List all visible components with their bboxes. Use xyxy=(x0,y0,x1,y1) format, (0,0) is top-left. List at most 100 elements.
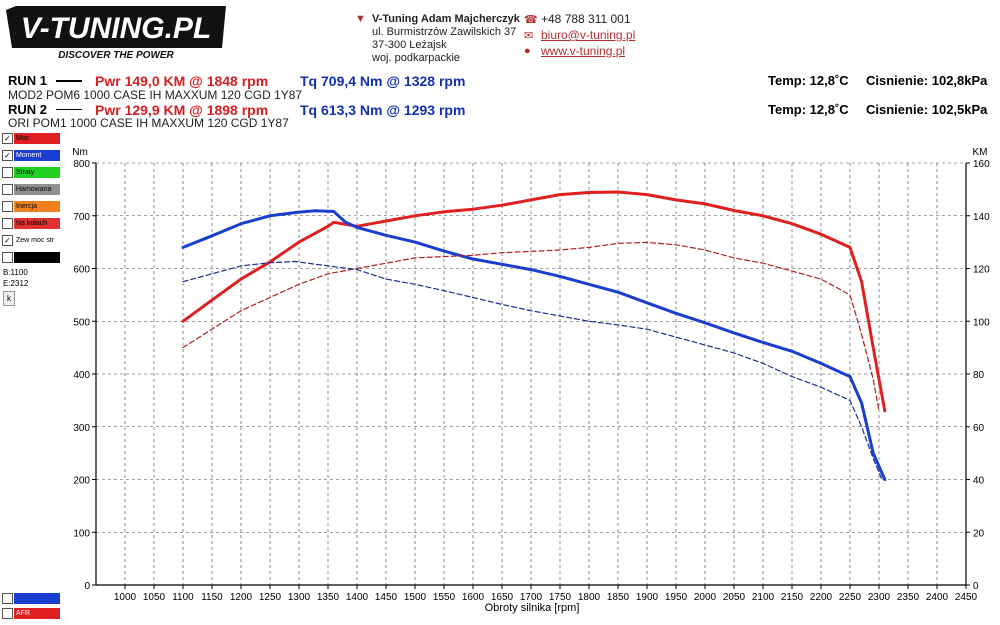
run1-temp: Temp: 12,8˚C xyxy=(768,73,849,88)
series-line-1 xyxy=(181,209,887,481)
website-link[interactable]: www.v-tuning.pl xyxy=(541,44,626,58)
x-axis-label: Obroty silnika [rpm] xyxy=(485,602,580,614)
x-tick-label: 1950 xyxy=(665,592,688,603)
run2-label: RUN 2 xyxy=(8,102,48,117)
x-tick-label: 1050 xyxy=(143,592,166,603)
address-city: 37-300 Leżajsk xyxy=(372,39,447,51)
legend-swatch: Hamowana xyxy=(14,184,60,195)
legend-item[interactable]: Inercja xyxy=(2,201,60,212)
legend-swatch: Moc xyxy=(14,133,60,144)
y-left-tick-label: 400 xyxy=(73,370,90,381)
y-right-tick-label: 100 xyxy=(973,317,990,328)
legend-item[interactable]: Hamowana xyxy=(2,184,60,195)
legend-swatch: Moment xyxy=(14,150,60,161)
legend-checkbox[interactable] xyxy=(2,252,13,263)
x-tick-label: 1500 xyxy=(404,592,427,603)
x-tick-label: 1700 xyxy=(520,592,543,603)
chart-grid xyxy=(96,162,967,585)
x-tick-label: 1900 xyxy=(636,592,659,603)
run1-label: RUN 1 xyxy=(8,73,48,88)
legend-item[interactable]: ✓ Moc xyxy=(2,133,60,144)
y-left-tick-label: 100 xyxy=(73,528,90,539)
x-tick-label: 1750 xyxy=(549,592,572,603)
chart-series xyxy=(181,190,887,481)
contact-address: V-Tuning Adam Majcherczyk ul. Burmistrzó… xyxy=(372,13,520,65)
x-tick-label: 1850 xyxy=(607,592,630,603)
phone-number: +48 788 311 001 xyxy=(541,12,631,26)
globe-icon: ● xyxy=(524,45,531,57)
legend-checkbox[interactable] xyxy=(2,167,13,178)
y-right-tick-label: 80 xyxy=(973,370,985,381)
y-right-tick-label: 60 xyxy=(973,423,985,434)
x-tick-label: 2100 xyxy=(752,592,775,603)
address-street: ul. Burmistrzów Zawilskich 37 xyxy=(372,26,517,38)
legend-swatch: Straty xyxy=(14,167,60,178)
run2-temp: Temp: 12,8˚C xyxy=(768,102,849,117)
x-tick-label: 2000 xyxy=(694,592,717,603)
x-tick-label: 2300 xyxy=(868,592,891,603)
legend-checkbox[interactable] xyxy=(2,593,13,604)
x-tick-label: 1350 xyxy=(317,592,340,603)
legend-swatch: Zew moc str xyxy=(14,235,60,246)
y-right-tick-label: 40 xyxy=(973,476,985,487)
y-right-tick-label: 120 xyxy=(973,265,990,276)
legend-item[interactable]: ✓ Zew moc str xyxy=(2,235,60,246)
x-tick-label: 2050 xyxy=(723,592,746,603)
y-left-tick-label: 0 xyxy=(84,581,90,592)
legend-bottom-item[interactable]: AFR xyxy=(2,608,60,619)
y-right-tick-label: 20 xyxy=(973,528,985,539)
y-axis-left-label: Nm xyxy=(72,147,88,158)
y-right-tick-label: 160 xyxy=(973,159,990,170)
x-tick-label: 1550 xyxy=(433,592,456,603)
logo-text: V-TUNING.PL xyxy=(21,12,212,45)
legend-checkbox[interactable] xyxy=(2,218,13,229)
x-tick-label: 2450 xyxy=(955,592,978,603)
run1-torque: Tq 709,4 Nm @ 1328 rpm xyxy=(300,73,466,89)
k-button[interactable]: k xyxy=(3,291,15,306)
run1-line-sample xyxy=(56,80,82,82)
run1-power: Pwr 149,0 KM @ 1848 rpm xyxy=(95,73,269,89)
legend-checkbox[interactable]: ✓ xyxy=(2,133,13,144)
x-tick-label: 2200 xyxy=(810,592,833,603)
x-tick-label: 1200 xyxy=(230,592,253,603)
legend-checkbox[interactable] xyxy=(2,201,13,212)
end-value: E:2312 xyxy=(3,279,29,288)
email-link[interactable]: biuro@v-tuning.pl xyxy=(541,28,636,42)
x-tick-label: 1250 xyxy=(259,592,282,603)
legend-swatch: AFR xyxy=(14,608,60,619)
x-tick-label: 1650 xyxy=(491,592,514,603)
legend-checkbox[interactable] xyxy=(2,184,13,195)
legend-checkbox[interactable]: ✓ xyxy=(2,150,13,161)
x-tick-label: 1600 xyxy=(462,592,485,603)
legend-swatch: Na kołach xyxy=(14,218,60,229)
legend-item[interactable]: Straty xyxy=(2,167,60,178)
legend-checkbox[interactable]: ✓ xyxy=(2,235,13,246)
y-left-tick-label: 500 xyxy=(73,317,90,328)
legend-checkbox[interactable] xyxy=(2,608,13,619)
logo-slogan: DISCOVER THE POWER xyxy=(58,50,174,61)
run2-power: Pwr 129,9 KM @ 1898 rpm xyxy=(95,102,269,118)
y-left-tick-label: 300 xyxy=(73,423,90,434)
y-right-tick-label: 140 xyxy=(973,212,990,223)
legend-item[interactable]: ✓ Moment xyxy=(2,150,60,161)
legend-bottom-item[interactable] xyxy=(2,593,60,604)
v-tuning-logo: V-TUNING.PL DISCOVER THE POWER xyxy=(6,6,226,61)
location-icon: ▼ xyxy=(355,13,366,25)
legend-item[interactable]: Na kołach xyxy=(2,218,60,229)
begin-value: B:1100 xyxy=(3,268,28,277)
series-line-2 xyxy=(182,241,880,412)
email-icon: ✉ xyxy=(524,30,534,42)
run2-torque: Tq 613,3 Nm @ 1293 rpm xyxy=(300,102,466,118)
phone-icon: ☎ xyxy=(524,14,538,26)
x-tick-label: 1000 xyxy=(114,592,137,603)
run1-description: MOD2 POM6 1000 CASE IH MAXXUM 120 CGD 1Y… xyxy=(8,88,303,102)
chart-ticks: 1000 1050 1100 1150 1200 1250 1300 1350 1400 1450… xyxy=(73,159,990,603)
y-left-tick-label: 200 xyxy=(73,476,90,487)
x-tick-label: 2350 xyxy=(897,592,920,603)
legend-item[interactable] xyxy=(2,252,60,263)
legend-swatch xyxy=(14,252,60,263)
y-axis-right-label: KM xyxy=(973,147,988,158)
legend-swatch xyxy=(14,593,60,604)
run2-description: ORI POM1 1000 CASE IH MAXXUM 120 CGD 1Y8… xyxy=(8,116,289,130)
